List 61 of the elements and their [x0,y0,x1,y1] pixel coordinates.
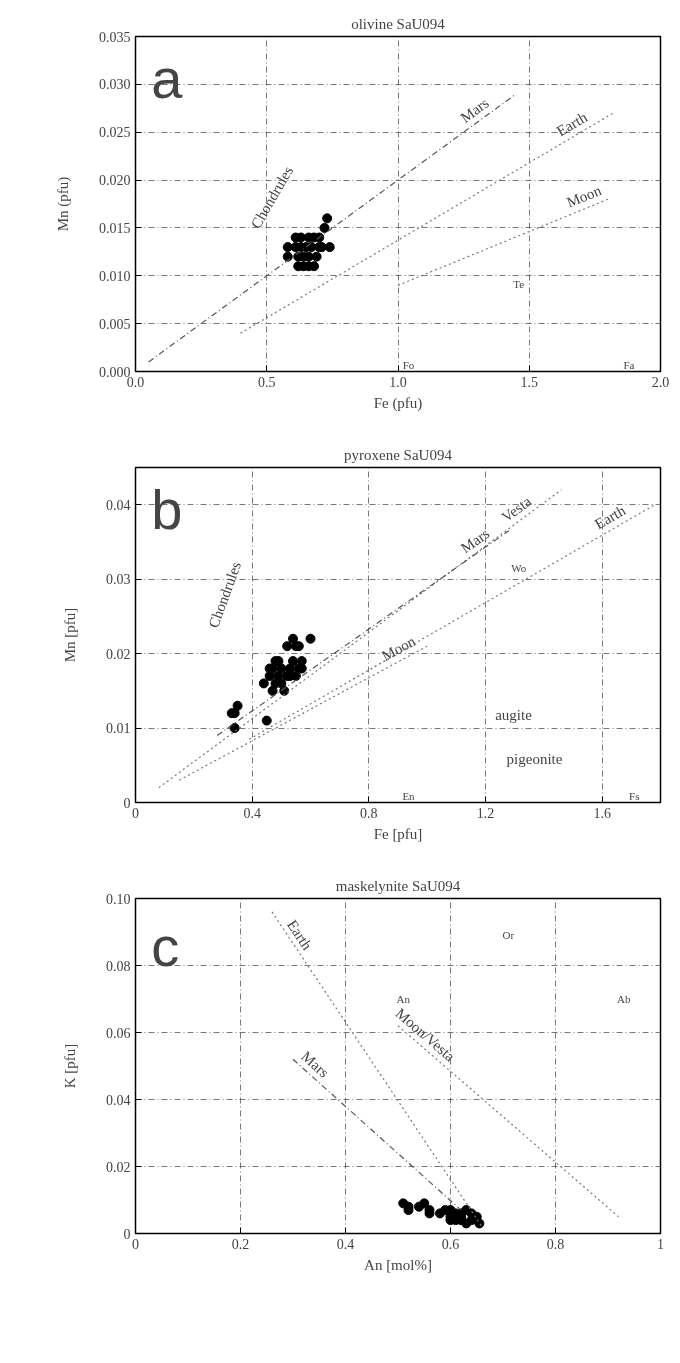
y-tick-label: 0.06 [106,1025,131,1041]
x-axis-title: An [mol%] [364,1256,432,1273]
y-tick-label: 0.015 [99,220,131,236]
y-tick-label: 0 [123,795,131,811]
text: Vesta [498,492,535,526]
x-tick-label: 0.2 [231,1236,250,1252]
x-tick-label: 0.8 [546,1236,565,1252]
y-tick-label: 0.035 [99,29,131,45]
text: Moon [564,182,605,211]
x-tick-label: 1.0 [389,374,407,390]
x-tick-label: 1.2 [476,805,495,821]
x-axis-title: Fe [pfu] [373,825,423,842]
x-axis-title: Fe (pfu) [373,394,423,412]
x-tick-label: 0.6 [441,1236,460,1252]
annotation: Te [513,278,525,291]
annotation: An [396,993,411,1005]
x-tick-label: 1.6 [593,805,611,821]
y-tick-label: 0.01 [106,721,131,737]
text: Mars [457,94,492,126]
annotation: Fo [402,358,415,371]
y-tick-label: 0.08 [106,958,131,974]
text: Earth [592,501,629,533]
annotation: pigeonite [506,750,563,767]
y-tick-label: 0.04 [106,1092,131,1108]
text: Earth [553,108,591,140]
y-axis-title: Mn (pfu) [55,176,72,232]
x-tick-label: 1.5 [520,374,538,390]
annotation: Fs [629,789,640,802]
y-tick-label: 0.030 [99,77,131,93]
y-tick-label: 0.025 [99,125,131,141]
chart-title: pyroxene SaU094 [344,446,453,463]
annotation: En [402,789,416,802]
y-tick-label: 0.04 [106,497,131,513]
annotation: b [151,477,183,541]
annotation: Or [502,929,515,942]
annotation: c [151,915,180,979]
text: Mars [457,525,493,557]
annotation: augite [495,707,533,724]
annotation: Wo [511,562,527,574]
x-tick-label: 0.8 [360,805,378,821]
annotation: Fa [623,358,635,371]
annotation: Ab [617,993,631,1005]
x-tick-label: 0.4 [243,805,261,821]
y-axis-title: K [pfu] [62,1043,78,1089]
y-tick-label: 0.005 [99,316,131,332]
y-tick-label: 0.02 [106,646,131,662]
y-tick-label: 0.02 [106,1159,131,1175]
y-axis-title: Mn [pfu] [62,607,78,663]
chart-title: olivine SaU094 [351,15,446,32]
y-tick-label: 0.03 [106,572,131,588]
chart-title: maskelynite SaU094 [335,877,461,894]
annotation: a [151,46,184,110]
text: Moon [379,632,419,665]
y-tick-label: 0.10 [106,891,131,907]
y-tick-label: 0.010 [99,268,131,284]
x-tick-label: 0.5 [258,374,276,390]
x-tick-label: 1 [657,1236,664,1252]
y-tick-label: 0 [123,1226,131,1242]
x-tick-label: 0.4 [336,1236,355,1252]
x-tick-label: 2.0 [651,374,670,390]
y-tick-label: 0.020 [99,173,131,189]
